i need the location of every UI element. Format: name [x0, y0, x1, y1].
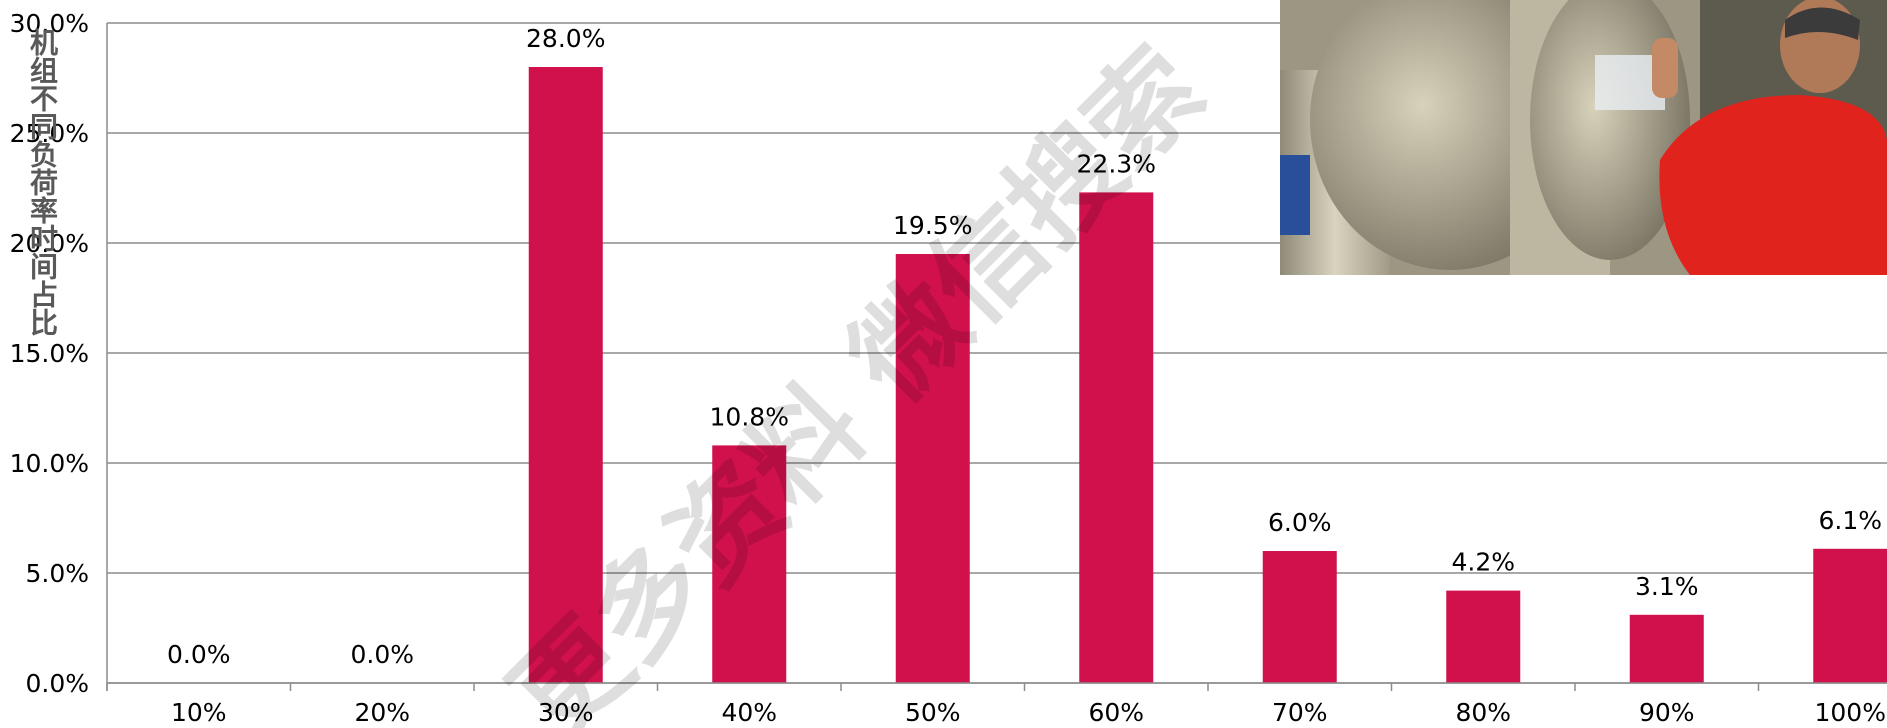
data-label: 0.0%: [167, 640, 231, 669]
bars: [528, 67, 1887, 683]
gridlines: [107, 22, 1887, 684]
bar: [1079, 192, 1154, 683]
data-label: 3.1%: [1635, 572, 1699, 601]
x-tick-label: 30%: [538, 698, 594, 727]
data-label: 6.0%: [1268, 508, 1332, 537]
photo-image: [1280, 0, 1887, 275]
y-tick-label: 30.0%: [10, 9, 89, 38]
x-tick-label: 20%: [354, 698, 410, 727]
bar: [712, 445, 787, 683]
y-tick-label: 15.0%: [10, 339, 89, 368]
x-tick-label: 100%: [1815, 698, 1886, 727]
bar: [528, 67, 603, 683]
x-tick-label: 90%: [1639, 698, 1695, 727]
data-labels: 0.0% 0.0% 28.0% 10.8% 19.5% 22.3% 6.0% 4.2% 3.1%…: [167, 24, 1882, 669]
data-label: 0.0%: [350, 640, 414, 669]
data-label: 19.5%: [893, 211, 972, 240]
data-label: 6.1%: [1818, 506, 1882, 535]
data-label: 10.8%: [710, 402, 789, 431]
bar: [1813, 548, 1887, 683]
y-axis-label: 机组不同负荷率时间占比: [26, 28, 59, 336]
x-tick-label: 80%: [1455, 698, 1511, 727]
bar: [1446, 590, 1521, 683]
y-tick-label: 0.0%: [25, 669, 89, 698]
data-label: 4.2%: [1451, 548, 1515, 577]
photo-technician-inspecting-chiller: [1280, 0, 1887, 275]
x-tick-label: 50%: [905, 698, 961, 727]
bar: [1262, 551, 1337, 683]
x-tick-label: 10%: [171, 698, 227, 727]
tick-labels: 0.0% 5.0% 10.0% 15.0% 20.0% 25.0% 30.0% 10% 20% 3…: [10, 9, 1886, 727]
y-tick-label: 5.0%: [25, 559, 89, 588]
x-tick-label: 40%: [721, 698, 777, 727]
data-label: 28.0%: [526, 24, 605, 53]
bar: [1629, 614, 1704, 683]
y-tick-label: 20.0%: [10, 229, 89, 258]
axes: [106, 23, 1887, 691]
x-tick-label: 70%: [1272, 698, 1328, 727]
data-label: 22.3%: [1077, 149, 1156, 178]
y-tick-label: 25.0%: [10, 119, 89, 148]
y-tick-label: 10.0%: [10, 449, 89, 478]
x-tick-label: 60%: [1088, 698, 1144, 727]
bar: [895, 254, 970, 683]
